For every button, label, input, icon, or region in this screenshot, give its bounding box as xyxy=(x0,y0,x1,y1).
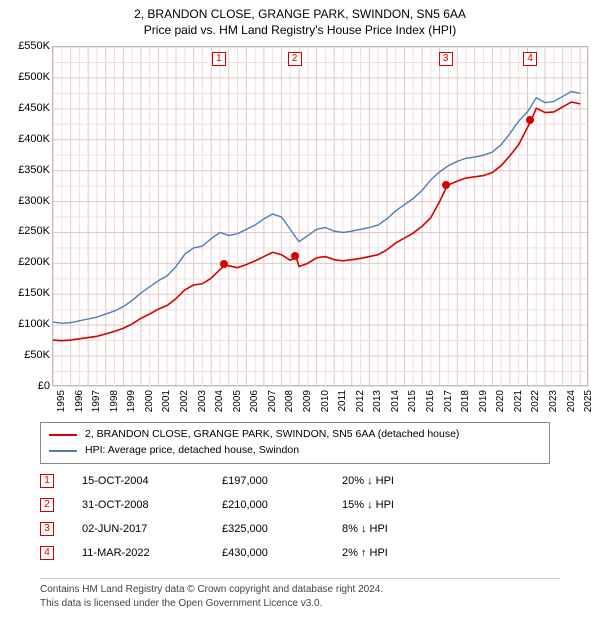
sales-table-row: 1 15-OCT-2004£197,00020% ↓ HPI xyxy=(40,472,462,490)
page-container: 2, BRANDON CLOSE, GRANGE PARK, SWINDON, … xyxy=(0,0,600,620)
x-tick-label: 2024 xyxy=(566,390,577,412)
x-tick-label: 2025 xyxy=(583,390,594,412)
sales-row-pct: 8% ↓ HPI xyxy=(342,523,462,535)
x-tick-label: 2007 xyxy=(267,390,278,412)
x-tick-label: 2012 xyxy=(355,390,366,412)
y-tick-label: £450K xyxy=(18,102,50,114)
x-tick-label: 2003 xyxy=(197,390,208,412)
sale-marker-box: 2 xyxy=(288,52,302,66)
sales-row-price: £325,000 xyxy=(222,523,342,535)
x-tick-label: 2002 xyxy=(179,390,190,412)
sale-point-dot xyxy=(442,181,450,189)
legend-row-hpi: HPI: Average price, detached house, Swin… xyxy=(49,443,541,459)
footer-attribution: Contains HM Land Registry data © Crown c… xyxy=(40,578,560,610)
x-tick-label: 2020 xyxy=(495,390,506,412)
x-tick-label: 2022 xyxy=(530,390,541,412)
y-tick-label: £100K xyxy=(18,318,50,330)
x-tick-label: 1995 xyxy=(56,390,67,412)
x-tick-label: 2023 xyxy=(548,390,559,412)
sales-row-marker: 1 xyxy=(40,474,54,488)
sales-table-row: 4 11-MAR-2022£430,0002% ↑ HPI xyxy=(40,544,462,562)
sales-row-date: 11-MAR-2022 xyxy=(82,547,222,559)
footer-line1: Contains HM Land Registry data © Crown c… xyxy=(40,583,560,597)
legend-label-price-paid: 2, BRANDON CLOSE, GRANGE PARK, SWINDON, … xyxy=(85,427,459,443)
sales-row-date: 15-OCT-2004 xyxy=(82,475,222,487)
x-tick-label: 2011 xyxy=(337,390,348,412)
sales-row-marker: 3 xyxy=(40,522,54,536)
sales-row-pct: 20% ↓ HPI xyxy=(342,475,462,487)
sales-row-pct: 15% ↓ HPI xyxy=(342,499,462,511)
x-tick-label: 2010 xyxy=(320,390,331,412)
sale-marker-box: 4 xyxy=(523,52,537,66)
footer-line2: This data is licensed under the Open Gov… xyxy=(40,597,560,611)
x-tick-label: 1996 xyxy=(74,390,85,412)
x-tick-label: 2001 xyxy=(161,390,172,412)
x-tick-label: 2017 xyxy=(443,390,454,412)
x-tick-label: 2015 xyxy=(407,390,418,412)
sales-row-marker: 4 xyxy=(40,546,54,560)
x-tick-label: 2016 xyxy=(425,390,436,412)
x-tick-label: 2013 xyxy=(372,390,383,412)
chart-title-line1: 2, BRANDON CLOSE, GRANGE PARK, SWINDON, … xyxy=(0,6,600,22)
sale-point-dot xyxy=(220,260,228,268)
y-tick-label: £500K xyxy=(18,71,50,83)
y-tick-label: £150K xyxy=(18,287,50,299)
sale-point-dot xyxy=(526,116,534,124)
x-tick-label: 1999 xyxy=(126,390,137,412)
chart-title-line2: Price paid vs. HM Land Registry's House … xyxy=(0,22,600,38)
legend-swatch-hpi xyxy=(49,450,77,452)
sales-table-row: 3 02-JUN-2017£325,0008% ↓ HPI xyxy=(40,520,462,538)
sales-row-date: 31-OCT-2008 xyxy=(82,499,222,511)
y-tick-label: £550K xyxy=(18,40,50,52)
x-tick-label: 2006 xyxy=(249,390,260,412)
y-tick-label: £250K xyxy=(18,225,50,237)
y-tick-label: £0 xyxy=(38,380,50,392)
sales-row-marker: 2 xyxy=(40,498,54,512)
chart-plot-area xyxy=(52,46,588,386)
x-tick-label: 2008 xyxy=(284,390,295,412)
legend-label-hpi: HPI: Average price, detached house, Swin… xyxy=(85,443,299,459)
sale-marker-box: 1 xyxy=(212,52,226,66)
y-tick-label: £200K xyxy=(18,256,50,268)
chart-svg xyxy=(53,47,589,387)
x-tick-label: 1998 xyxy=(109,390,120,412)
sale-marker-box: 3 xyxy=(439,52,453,66)
x-tick-label: 2021 xyxy=(513,390,524,412)
x-tick-label: 2018 xyxy=(460,390,471,412)
sales-row-pct: 2% ↑ HPI xyxy=(342,547,462,559)
chart-title-block: 2, BRANDON CLOSE, GRANGE PARK, SWINDON, … xyxy=(0,0,600,38)
sales-table-row: 2 31-OCT-2008£210,00015% ↓ HPI xyxy=(40,496,462,514)
x-tick-label: 2005 xyxy=(232,390,243,412)
sales-row-date: 02-JUN-2017 xyxy=(82,523,222,535)
y-tick-label: £50K xyxy=(24,349,50,361)
legend-swatch-price-paid xyxy=(49,434,77,436)
sales-row-price: £210,000 xyxy=(222,499,342,511)
sales-row-price: £430,000 xyxy=(222,547,342,559)
legend-row-price-paid: 2, BRANDON CLOSE, GRANGE PARK, SWINDON, … xyxy=(49,427,541,443)
x-tick-label: 2014 xyxy=(390,390,401,412)
x-tick-label: 2000 xyxy=(144,390,155,412)
legend-box: 2, BRANDON CLOSE, GRANGE PARK, SWINDON, … xyxy=(40,422,550,464)
sale-point-dot xyxy=(291,252,299,260)
x-tick-label: 1997 xyxy=(91,390,102,412)
x-tick-label: 2004 xyxy=(214,390,225,412)
x-tick-label: 2019 xyxy=(478,390,489,412)
y-tick-label: £350K xyxy=(18,164,50,176)
y-tick-label: £400K xyxy=(18,133,50,145)
sales-row-price: £197,000 xyxy=(222,475,342,487)
y-tick-label: £300K xyxy=(18,195,50,207)
x-tick-label: 2009 xyxy=(302,390,313,412)
